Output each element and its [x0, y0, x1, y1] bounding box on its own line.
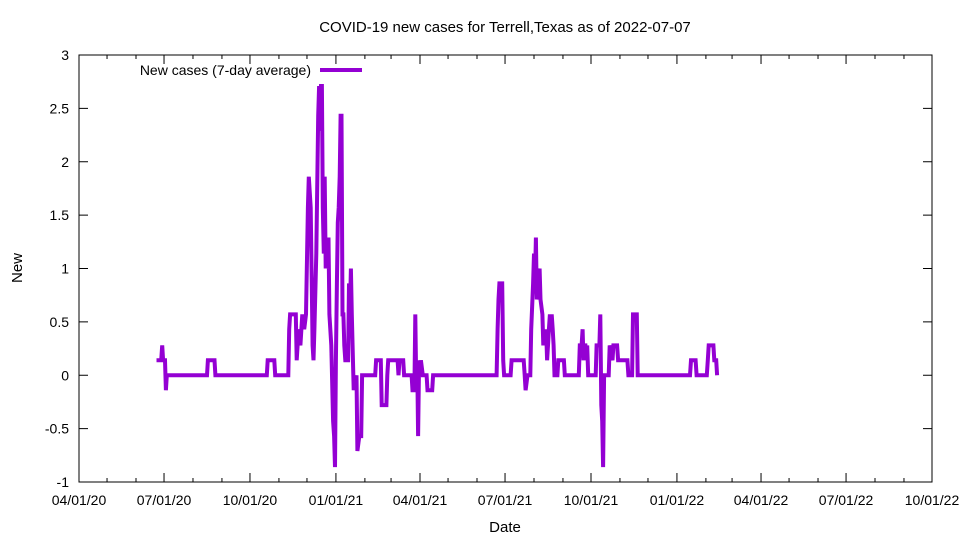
x-tick-label: 01/01/21 — [309, 492, 364, 508]
x-tick-label: 04/01/22 — [734, 492, 789, 508]
y-tick-label: 0.5 — [50, 314, 70, 330]
y-tick-label: -1 — [57, 474, 70, 490]
y-tick-label: 1 — [61, 261, 69, 277]
x-tick-label: 04/01/21 — [393, 492, 448, 508]
y-tick-label: 1.5 — [50, 207, 70, 223]
y-axis-label: New — [9, 253, 26, 283]
legend: New cases (7-day average) — [140, 62, 362, 78]
x-axis-label: Date — [489, 519, 521, 536]
y-tick-label: 2 — [61, 154, 69, 170]
x-tick-label: 10/01/21 — [564, 492, 619, 508]
series-line — [156, 84, 720, 468]
x-axis: 04/01/20 07/01/20 10/01/20 01/01/21 04/01/21… — [52, 55, 960, 508]
chart-title: COVID-19 new cases for Terrell,Texas as … — [319, 19, 691, 36]
y-tick-label: 2.5 — [50, 100, 70, 116]
x-tick-label: 07/01/22 — [819, 492, 874, 508]
x-tick-label: 07/01/20 — [137, 492, 192, 508]
x-tick-label: 10/01/22 — [905, 492, 960, 508]
legend-label: New cases (7-day average) — [140, 62, 311, 78]
y-tick-label: 3 — [61, 47, 69, 63]
x-tick-label: 07/01/21 — [478, 492, 533, 508]
y-tick-label: -0.5 — [45, 421, 69, 437]
plot-frame — [78, 54, 933, 483]
y-axis: 3 2.5 2 1.5 1 0.5 0 -0.5 -1 — [45, 47, 932, 490]
x-tick-label: 01/01/22 — [650, 492, 705, 508]
y-tick-label: 0 — [61, 367, 69, 383]
series-layer — [156, 84, 720, 468]
x-tick-label: 04/01/20 — [52, 492, 107, 508]
x-tick-label: 10/01/20 — [223, 492, 278, 508]
